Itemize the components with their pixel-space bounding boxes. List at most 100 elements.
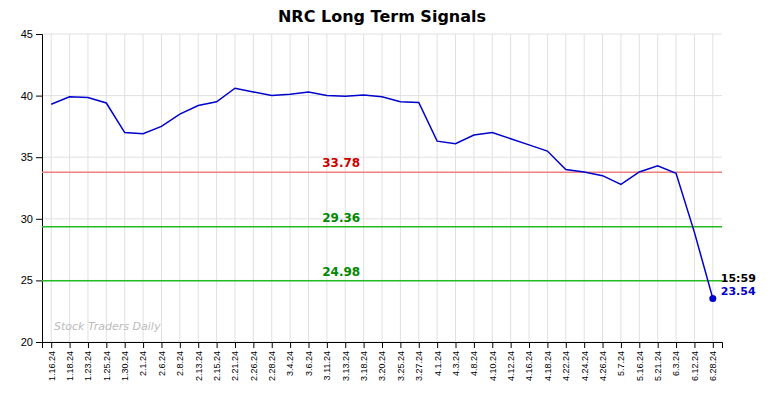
x-tick: 4.18.24 <box>543 342 553 381</box>
x-tick-mark <box>658 342 659 348</box>
x-tick-mark <box>713 342 714 348</box>
x-tick-mark <box>676 342 677 348</box>
y-tick-mark <box>36 34 42 35</box>
x-tick: 1.18.24 <box>65 342 75 381</box>
x-tick-label: 4.18.24 <box>543 351 553 381</box>
y-tick-label: 30 <box>21 213 33 225</box>
end-label-price: 23.54 <box>721 285 756 298</box>
grid-line-x <box>676 34 677 342</box>
x-axis: 1.16.241.18.241.23.241.25.241.30.242.1.2… <box>43 342 723 381</box>
grid-line-x <box>437 34 438 342</box>
x-tick: 1.16.24 <box>47 342 57 381</box>
grid-line-x <box>510 34 511 342</box>
x-tick-mark <box>621 342 622 348</box>
y-tick: 20 <box>21 336 42 348</box>
x-tick-mark <box>492 342 493 348</box>
x-tick: 6.3.24 <box>671 342 681 376</box>
end-label-time: 15:59 <box>721 272 756 285</box>
x-tick-mark <box>106 342 107 348</box>
x-tick-label: 2.26.24 <box>249 351 259 381</box>
x-tick-mark <box>382 342 383 348</box>
grid-line-x <box>694 34 695 342</box>
x-tick-mark <box>198 342 199 348</box>
grid-line-x <box>161 34 162 342</box>
plot: 1.16.241.18.241.23.241.25.241.30.242.1.2… <box>21 28 756 381</box>
x-tick: 5.7.24 <box>616 342 626 376</box>
x-tick: 2.13.24 <box>194 342 204 381</box>
chart: 1.16.241.18.241.23.241.25.241.30.242.1.2… <box>0 0 784 398</box>
grid-line-x <box>547 34 548 342</box>
x-tick-label: 4.26.24 <box>598 351 608 381</box>
x-tick: 3.27.24 <box>414 342 424 381</box>
x-tick-mark <box>437 342 438 348</box>
signal-label: 29.36 <box>322 211 360 225</box>
x-tick-label: 3.11.24 <box>322 351 332 380</box>
x-tick-label: 6.3.24 <box>671 351 681 376</box>
x-tick-mark <box>364 342 365 348</box>
x-tick: 2.15.24 <box>212 342 222 381</box>
x-tick: 4.26.24 <box>598 342 608 381</box>
annotations: 33.7829.3624.9815:5923.54 <box>322 156 756 298</box>
y-tick: 30 <box>21 213 42 225</box>
y-tick-mark <box>36 96 42 97</box>
x-tick-mark <box>70 342 71 348</box>
x-tick-label: 2.21.24 <box>230 351 240 381</box>
x-tick: 4.1.24 <box>433 342 443 376</box>
grid-line-x <box>253 34 254 342</box>
x-tick-mark <box>639 342 640 348</box>
x-tick-label: 4.8.24 <box>469 351 479 376</box>
x-tick-mark <box>143 342 144 348</box>
grid-line-x <box>290 34 291 342</box>
grid-line-x <box>51 34 52 342</box>
x-tick-mark <box>290 342 291 348</box>
x-tick: 2.8.24 <box>175 342 185 376</box>
x-tick: 2.6.24 <box>157 342 167 376</box>
grid-line-x <box>234 34 235 342</box>
x-tick-label: 6.12.24 <box>690 351 700 381</box>
x-tick-mark <box>694 342 695 348</box>
grid-line-x <box>602 34 603 342</box>
grid-line-x <box>69 34 70 342</box>
grid-line-x <box>400 34 401 342</box>
y-tick-mark <box>36 342 42 343</box>
x-tick-mark <box>474 342 475 348</box>
x-tick-label: 4.10.24 <box>488 351 498 381</box>
x-tick-label: 3.4.24 <box>285 351 295 376</box>
x-tick: 6.12.24 <box>690 342 700 381</box>
x-tick-mark <box>419 342 420 348</box>
x-tick: 4.3.24 <box>451 342 461 376</box>
grid-line-x <box>584 34 585 342</box>
x-tick: 5.16.24 <box>635 342 645 381</box>
x-tick-label: 4.24.24 <box>580 351 590 381</box>
grid-line-x <box>216 34 217 342</box>
x-tick-mark <box>456 342 457 348</box>
y-tick-label: 40 <box>21 90 33 102</box>
x-tick: 6.28.24 <box>708 342 718 381</box>
y-tick-label: 45 <box>21 28 33 40</box>
x-tick: 5.21.24 <box>653 342 663 381</box>
y-tick-label: 35 <box>21 151 33 163</box>
grid-line-x <box>106 34 107 342</box>
grid-line-x <box>363 34 364 342</box>
watermark: Stock Traders Daily <box>54 320 161 333</box>
grid-line-x <box>308 34 309 342</box>
x-tick-mark <box>511 342 512 348</box>
grid-line-x <box>382 34 383 342</box>
x-tick-mark <box>566 342 567 348</box>
x-tick: 3.4.24 <box>285 342 295 376</box>
signal-label: 33.78 <box>322 156 360 170</box>
x-tick-mark <box>235 342 236 348</box>
x-tick: 2.26.24 <box>249 342 259 381</box>
x-tick-mark <box>51 342 52 348</box>
y-tick: 35 <box>21 151 42 163</box>
x-tick-mark <box>584 342 585 348</box>
x-axis-line <box>43 343 723 349</box>
signal-line <box>42 226 722 228</box>
x-tick-mark <box>272 342 273 348</box>
x-tick-label: 4.1.24 <box>433 351 443 376</box>
x-tick: 4.24.24 <box>580 342 590 381</box>
x-tick-label: 1.30.24 <box>120 351 130 381</box>
x-tick-mark <box>125 342 126 348</box>
price-line <box>51 88 713 298</box>
x-tick-label: 2.8.24 <box>175 351 185 376</box>
